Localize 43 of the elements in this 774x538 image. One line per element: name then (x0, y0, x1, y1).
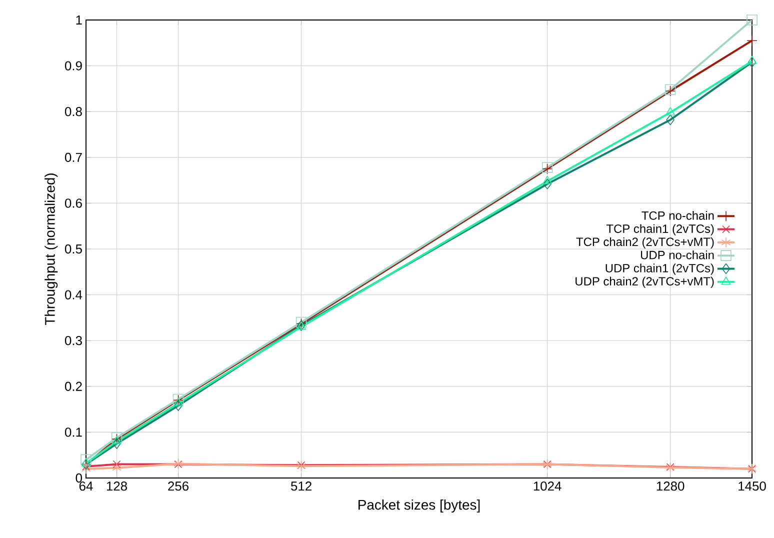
point (112, 460, 121, 468)
point (174, 398, 183, 406)
point (80, 454, 92, 466)
point (748, 56, 756, 68)
x-tick-label: 1024 (534, 482, 562, 491)
legend-label: UDP no-chain (641, 250, 714, 260)
point (542, 176, 552, 184)
y-tick-label: 0.5 (64, 244, 82, 254)
point (746, 35, 758, 46)
x-axis-title: Packet sizes [bytes] (358, 500, 480, 513)
y-tick-label: 0.3 (64, 336, 82, 346)
y-tick-label: 0.7 (64, 152, 82, 162)
y-tick-label: 1 (76, 16, 82, 24)
point (81, 458, 91, 466)
point (746, 14, 758, 26)
point (543, 178, 552, 190)
y-tick-label: 0 (76, 473, 82, 483)
point (666, 107, 676, 116)
x-tick-label: 1450 (738, 482, 766, 491)
x-tick-label: 512 (290, 482, 312, 491)
x-tick-label: 1280 (656, 482, 684, 491)
y-axis-title: Throughput (normalized) (44, 174, 58, 326)
point (747, 56, 757, 64)
x-tick-label: 128 (106, 482, 127, 491)
point (81, 463, 91, 474)
x-tick-label: 64 (79, 482, 93, 491)
point (82, 462, 90, 470)
point (112, 438, 121, 450)
y-tick-label: 0.8 (64, 106, 82, 116)
legend-label: TCP chain2 (2vTCs+vMT) (576, 237, 714, 248)
legend-label: TCP chain1 (2vTCs) (606, 224, 714, 236)
point (112, 462, 122, 474)
x-tick-label: 256 (168, 482, 189, 491)
point (666, 114, 674, 126)
y-tick-label: 0.9 (64, 61, 82, 70)
y-tick-label: 0.4 (64, 290, 82, 300)
legend-label: UDP chain1 (2vTCs) (606, 264, 714, 275)
legend-label: UDP chain2 (2vTCs+vMT) (576, 276, 714, 288)
point (174, 400, 182, 412)
y-tick-label: 0.6 (64, 198, 82, 208)
legend-label: TCP no-chain (642, 211, 714, 220)
y-tick-label: 0.1 (64, 428, 82, 437)
y-tick-label: 0.2 (64, 382, 82, 391)
